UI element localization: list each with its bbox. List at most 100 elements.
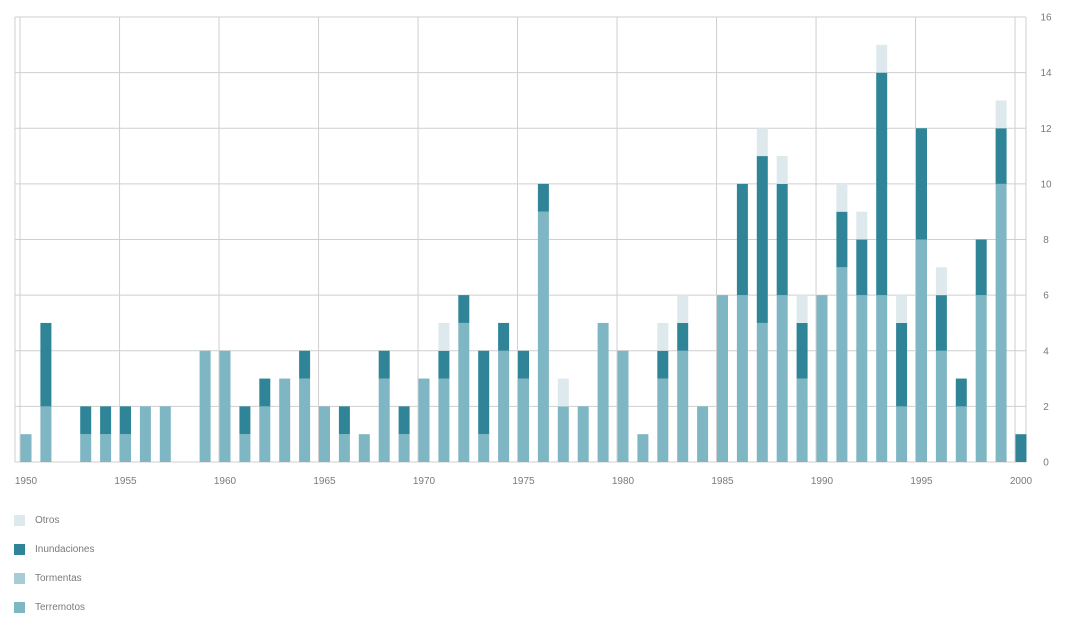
bar-1961-inundaciones — [239, 406, 251, 435]
x-tick-label-1990: 1990 — [811, 476, 834, 487]
bar-1953-terremotos — [80, 434, 92, 462]
bar-1995-inundaciones — [916, 128, 927, 240]
bar-1951-terremotos — [40, 406, 52, 462]
bar-1982-terremotos — [657, 378, 669, 462]
bar-1996-terremotos — [935, 350, 947, 462]
bar-1967-terremotos — [358, 434, 370, 462]
bar-1983-terremotos — [677, 350, 689, 462]
bar-1962-inundaciones — [259, 378, 271, 407]
bar-1977-terremotos — [557, 406, 569, 462]
y-tick-label-10: 10 — [1040, 179, 1052, 190]
bar-1974-inundaciones — [498, 322, 510, 351]
bar-1991-inundaciones — [836, 211, 848, 268]
bar-1955-inundaciones — [120, 406, 131, 435]
bar-1974-terremotos — [498, 350, 510, 462]
bar-1994-otros — [896, 295, 908, 323]
bar-1989-otros — [796, 295, 808, 323]
bar-1971-otros — [438, 322, 450, 351]
bar-1998-terremotos — [975, 295, 987, 462]
y-tick-label-4: 4 — [1043, 346, 1049, 357]
bar-1954-inundaciones — [100, 406, 112, 435]
bar-1951-inundaciones — [40, 322, 52, 407]
bar-1985-terremotos — [717, 295, 728, 462]
bar-1986-inundaciones — [736, 183, 748, 296]
bar-1950-terremotos — [20, 434, 32, 462]
bar-1970-terremotos — [418, 378, 430, 462]
bar-1992-inundaciones — [856, 239, 868, 296]
bar-1986-terremotos — [736, 295, 748, 462]
x-tick-label-1980: 1980 — [612, 476, 635, 487]
bar-1971-terremotos — [438, 378, 450, 462]
bar-1992-terremotos — [856, 295, 868, 462]
bar-1975-terremotos — [518, 378, 529, 462]
bar-1993-inundaciones — [876, 72, 888, 296]
y-tick-label-14: 14 — [1040, 68, 1052, 79]
bar-1999-inundaciones — [995, 128, 1007, 184]
bar-1988-terremotos — [776, 295, 788, 462]
bar-1972-inundaciones — [458, 295, 470, 323]
bar-1964-terremotos — [299, 378, 311, 462]
bar-1993-otros — [876, 44, 888, 73]
x-tick-label-1985: 1985 — [711, 476, 734, 487]
legend-label-inundaciones: Inundaciones — [35, 544, 95, 555]
bar-1972-terremotos — [458, 322, 470, 462]
bar-1993-terremotos — [876, 295, 888, 462]
x-tick-label-1950: 1950 — [15, 476, 38, 487]
bar-1962-terremotos — [259, 406, 271, 462]
bar-1989-terremotos — [796, 378, 808, 462]
y-tick-label-12: 12 — [1040, 124, 1052, 135]
bar-1991-otros — [836, 183, 848, 212]
bar-1979-terremotos — [597, 322, 609, 462]
bar-1994-inundaciones — [896, 322, 908, 407]
bar-1990-terremotos — [816, 295, 828, 462]
bar-1966-terremotos — [338, 434, 350, 462]
bar-1982-otros — [657, 322, 669, 351]
y-tick-label-0: 0 — [1043, 458, 1049, 469]
legend-item-tormentas: Tormentas — [14, 564, 95, 593]
bar-1978-terremotos — [577, 406, 589, 462]
bar-1987-otros — [756, 128, 768, 157]
bar-1989-inundaciones — [796, 322, 808, 379]
bar-1961-terremotos — [239, 434, 251, 462]
bar-1997-inundaciones — [955, 378, 967, 407]
chart-root: 0 2 4 6 8 10 12 14 16 1950 1955 1960 1965 1970 1975 198… — [14, 13, 1052, 613]
bar-1982-inundaciones — [657, 350, 669, 379]
bar-1983-otros — [677, 295, 689, 323]
stacked-bar-chart: 0 2 4 6 8 10 12 14 16 1950 1955 1960 1965 1970 1975 198… — [14, 13, 1052, 487]
bar-1991-terremotos — [836, 267, 848, 462]
bar-1994-terremotos — [896, 406, 908, 462]
bar-1959-terremotos — [199, 350, 211, 462]
x-tick-label-2000: 2000 — [1010, 476, 1033, 487]
x-tick-label-1965: 1965 — [313, 476, 336, 487]
bar-1981-terremotos — [637, 434, 649, 462]
bar-1954-terremotos — [100, 434, 112, 462]
legend-item-otros: Otros — [14, 506, 95, 535]
legend-label-otros: Otros — [35, 515, 60, 526]
bar-1976-terremotos — [537, 211, 549, 462]
bar-1957-terremotos — [159, 406, 171, 462]
x-tick-label-1975: 1975 — [512, 476, 535, 487]
bar-1997-terremotos — [955, 406, 967, 462]
legend-swatch-inundaciones — [14, 544, 25, 555]
bar-1976-inundaciones — [537, 183, 549, 212]
bar-1988-otros — [776, 156, 788, 184]
bar-1988-inundaciones — [776, 183, 788, 296]
bar-1964-inundaciones — [299, 350, 311, 379]
bar-1969-terremotos — [398, 434, 410, 462]
bar-1975-inundaciones — [518, 350, 529, 379]
bar-1998-inundaciones — [975, 239, 987, 296]
bar-1973-inundaciones — [478, 350, 490, 435]
bar-2000-inundaciones — [1015, 434, 1027, 462]
bar-1956-terremotos — [139, 406, 151, 462]
x-tick-label-1955: 1955 — [114, 476, 137, 487]
bar-1983-inundaciones — [677, 322, 689, 351]
y-tick-label-16: 16 — [1040, 13, 1052, 24]
bar-1973-terremotos — [478, 434, 490, 462]
legend-swatch-tormentas — [14, 573, 25, 584]
legend-item-inundaciones: Inundaciones — [14, 535, 95, 564]
bar-1963-terremotos — [279, 378, 291, 462]
x-tick-label-1970: 1970 — [413, 476, 436, 487]
bar-1999-terremotos — [995, 183, 1007, 462]
bar-1968-terremotos — [378, 378, 390, 462]
x-tick-label-1960: 1960 — [214, 476, 237, 487]
